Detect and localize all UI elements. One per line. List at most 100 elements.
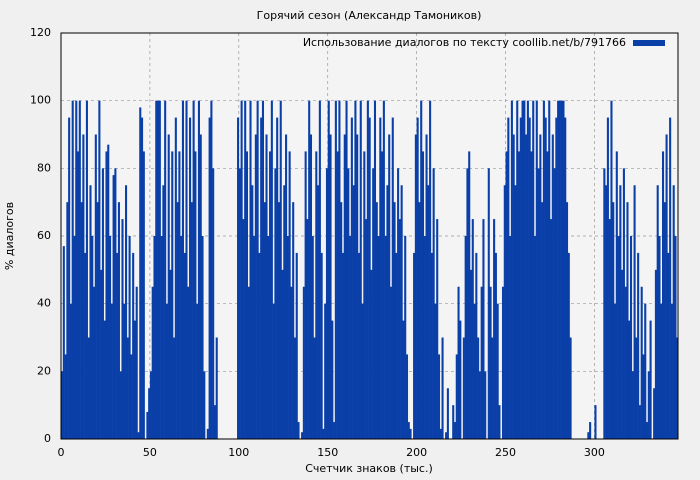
bar	[676, 337, 679, 439]
bar	[320, 252, 323, 439]
bar	[206, 428, 209, 439]
bar	[640, 286, 643, 439]
bar	[653, 388, 656, 439]
bar	[361, 303, 364, 439]
bar	[434, 303, 437, 439]
bar	[114, 168, 117, 440]
bar	[398, 219, 401, 439]
bar	[402, 320, 405, 439]
bar	[265, 134, 268, 439]
bar	[589, 422, 592, 439]
bar	[149, 371, 152, 439]
bar	[119, 371, 122, 439]
bar	[633, 185, 636, 439]
bar	[512, 134, 515, 439]
bar	[535, 100, 538, 440]
bar	[75, 100, 78, 440]
bar	[185, 100, 188, 440]
bar	[167, 134, 170, 439]
bar	[162, 185, 165, 439]
bar	[523, 100, 526, 440]
x-tick-label: 200	[406, 446, 427, 459]
bar	[187, 286, 190, 439]
bar	[389, 286, 393, 439]
bar	[503, 185, 506, 439]
bar	[322, 428, 325, 439]
bar	[71, 100, 74, 440]
bar	[484, 371, 487, 439]
bar	[482, 219, 485, 439]
bar	[493, 219, 496, 439]
bar	[501, 286, 505, 439]
bar	[196, 303, 199, 439]
bar	[183, 252, 186, 439]
bar	[391, 117, 394, 439]
bar	[148, 388, 151, 439]
bar	[400, 185, 403, 439]
bar	[544, 117, 547, 439]
bar	[471, 219, 474, 439]
bar	[293, 337, 297, 439]
bar	[82, 134, 85, 439]
bar	[532, 100, 535, 440]
bar	[331, 320, 334, 439]
bar	[423, 236, 426, 439]
bar	[475, 252, 478, 439]
bar	[285, 134, 288, 439]
bar	[180, 236, 183, 439]
bar	[365, 219, 368, 439]
bar	[557, 100, 560, 440]
bar	[130, 354, 133, 439]
bar	[441, 337, 444, 439]
bar	[352, 185, 355, 439]
bar	[649, 320, 652, 439]
bar	[137, 432, 140, 439]
bar	[279, 100, 282, 440]
x-tick-label: 50	[143, 446, 157, 459]
bar	[125, 185, 128, 439]
bar	[519, 117, 522, 439]
bar	[274, 168, 277, 440]
bar	[439, 428, 442, 439]
bar	[318, 100, 321, 440]
bar	[366, 100, 369, 440]
bar	[84, 252, 87, 439]
bar	[510, 100, 513, 440]
y-tick-label: 100	[30, 94, 51, 107]
bar	[555, 117, 558, 439]
bar	[181, 100, 184, 440]
bar	[480, 286, 483, 439]
bar	[663, 202, 666, 439]
bar	[85, 100, 88, 440]
bar	[381, 151, 384, 439]
bar	[603, 168, 606, 440]
bar	[528, 117, 531, 439]
bar	[622, 168, 625, 440]
bar	[112, 175, 115, 439]
bar	[621, 269, 624, 439]
bar	[453, 422, 457, 439]
bar	[464, 236, 467, 439]
bar	[315, 151, 318, 439]
bar	[61, 371, 64, 439]
bar	[425, 134, 428, 439]
bar	[151, 286, 154, 439]
bar	[306, 219, 309, 439]
bar	[333, 422, 336, 439]
bar	[311, 236, 314, 439]
bar	[153, 236, 156, 439]
bar	[594, 405, 597, 439]
bar	[654, 269, 657, 439]
bar	[103, 320, 106, 439]
bar	[194, 151, 197, 439]
bar	[498, 405, 501, 439]
bar	[393, 202, 396, 439]
bar	[199, 134, 202, 439]
bar	[567, 252, 570, 439]
bar	[558, 100, 561, 440]
bar	[539, 134, 542, 439]
bar	[637, 252, 640, 439]
bar	[356, 134, 359, 439]
bar	[487, 168, 490, 440]
bar	[244, 100, 247, 440]
